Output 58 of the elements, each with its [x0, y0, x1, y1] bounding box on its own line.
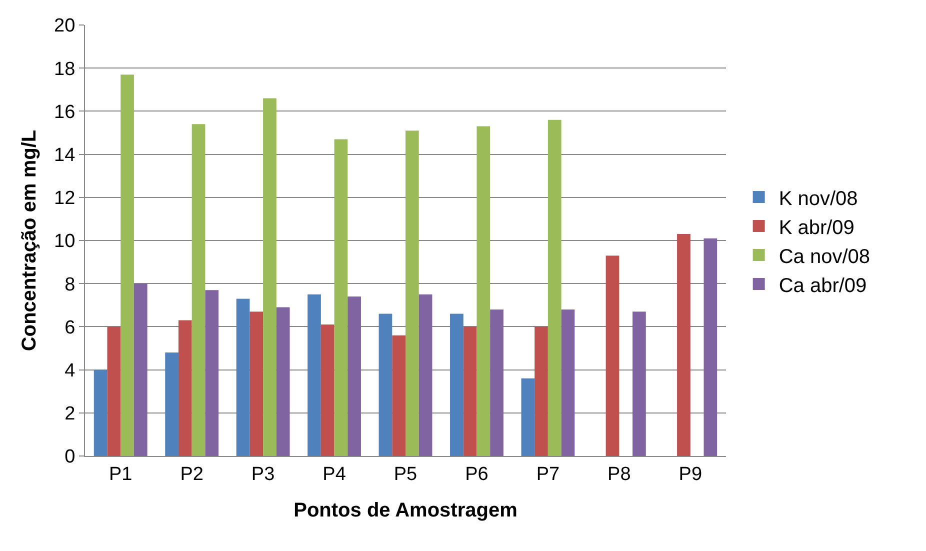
y-tick-label: 12 — [54, 188, 76, 210]
bar — [134, 284, 148, 456]
x-tick-label: P2 — [180, 464, 204, 485]
bar — [276, 307, 290, 456]
bar — [192, 124, 206, 456]
y-tick-label: 0 — [64, 446, 76, 468]
bar — [392, 335, 406, 456]
x-tick-label: P3 — [251, 464, 275, 485]
y-tick-label: 20 — [54, 16, 76, 37]
bar — [94, 370, 108, 456]
y-tick-label: 4 — [64, 360, 76, 382]
bar — [378, 314, 392, 456]
bar — [236, 298, 250, 456]
bar — [490, 309, 504, 456]
bar — [308, 294, 321, 456]
y-tick-label: 8 — [64, 274, 76, 296]
bar — [606, 256, 620, 456]
y-tick-label: 18 — [54, 58, 76, 80]
bar — [534, 326, 548, 456]
bar — [521, 378, 535, 456]
bar — [406, 130, 419, 456]
bar — [418, 294, 432, 456]
legend-label: K abr/09 — [778, 216, 854, 239]
legend-label: Ca abr/09 — [778, 274, 867, 297]
x-tick-label: P1 — [108, 464, 132, 485]
y-axis-title: Concentração em mg/L — [18, 130, 41, 352]
bar — [632, 312, 646, 456]
bar — [704, 238, 718, 456]
x-tick-label: P5 — [394, 464, 418, 485]
bar — [677, 234, 690, 456]
y-tick-label: 10 — [54, 231, 76, 252]
x-tick-label: P6 — [465, 464, 488, 485]
bar — [320, 324, 334, 456]
bar — [348, 296, 361, 456]
bar — [263, 98, 276, 456]
bar — [205, 290, 219, 456]
bar — [561, 309, 575, 456]
bar — [107, 326, 121, 456]
x-axis-title: Pontos de Amostragem — [294, 499, 518, 522]
x-tick-label: P9 — [678, 464, 702, 485]
bar — [250, 312, 264, 456]
bar — [178, 320, 192, 456]
x-tick-label: P7 — [536, 464, 560, 485]
y-tick-label: 2 — [64, 404, 76, 425]
bar — [165, 352, 178, 456]
x-tick-label: P8 — [608, 464, 631, 485]
x-tick-label: P4 — [322, 464, 346, 485]
bar — [334, 139, 348, 456]
bar — [476, 126, 490, 456]
y-tick-label: 6 — [64, 317, 76, 338]
bar — [120, 74, 134, 456]
legend-label: K nov/08 — [778, 188, 858, 210]
bar — [463, 326, 477, 456]
y-tick-label: 16 — [54, 102, 76, 123]
legend-label: Ca nov/08 — [778, 246, 870, 268]
bar — [450, 314, 464, 456]
bar — [548, 120, 562, 456]
y-tick-label: 14 — [54, 144, 76, 166]
